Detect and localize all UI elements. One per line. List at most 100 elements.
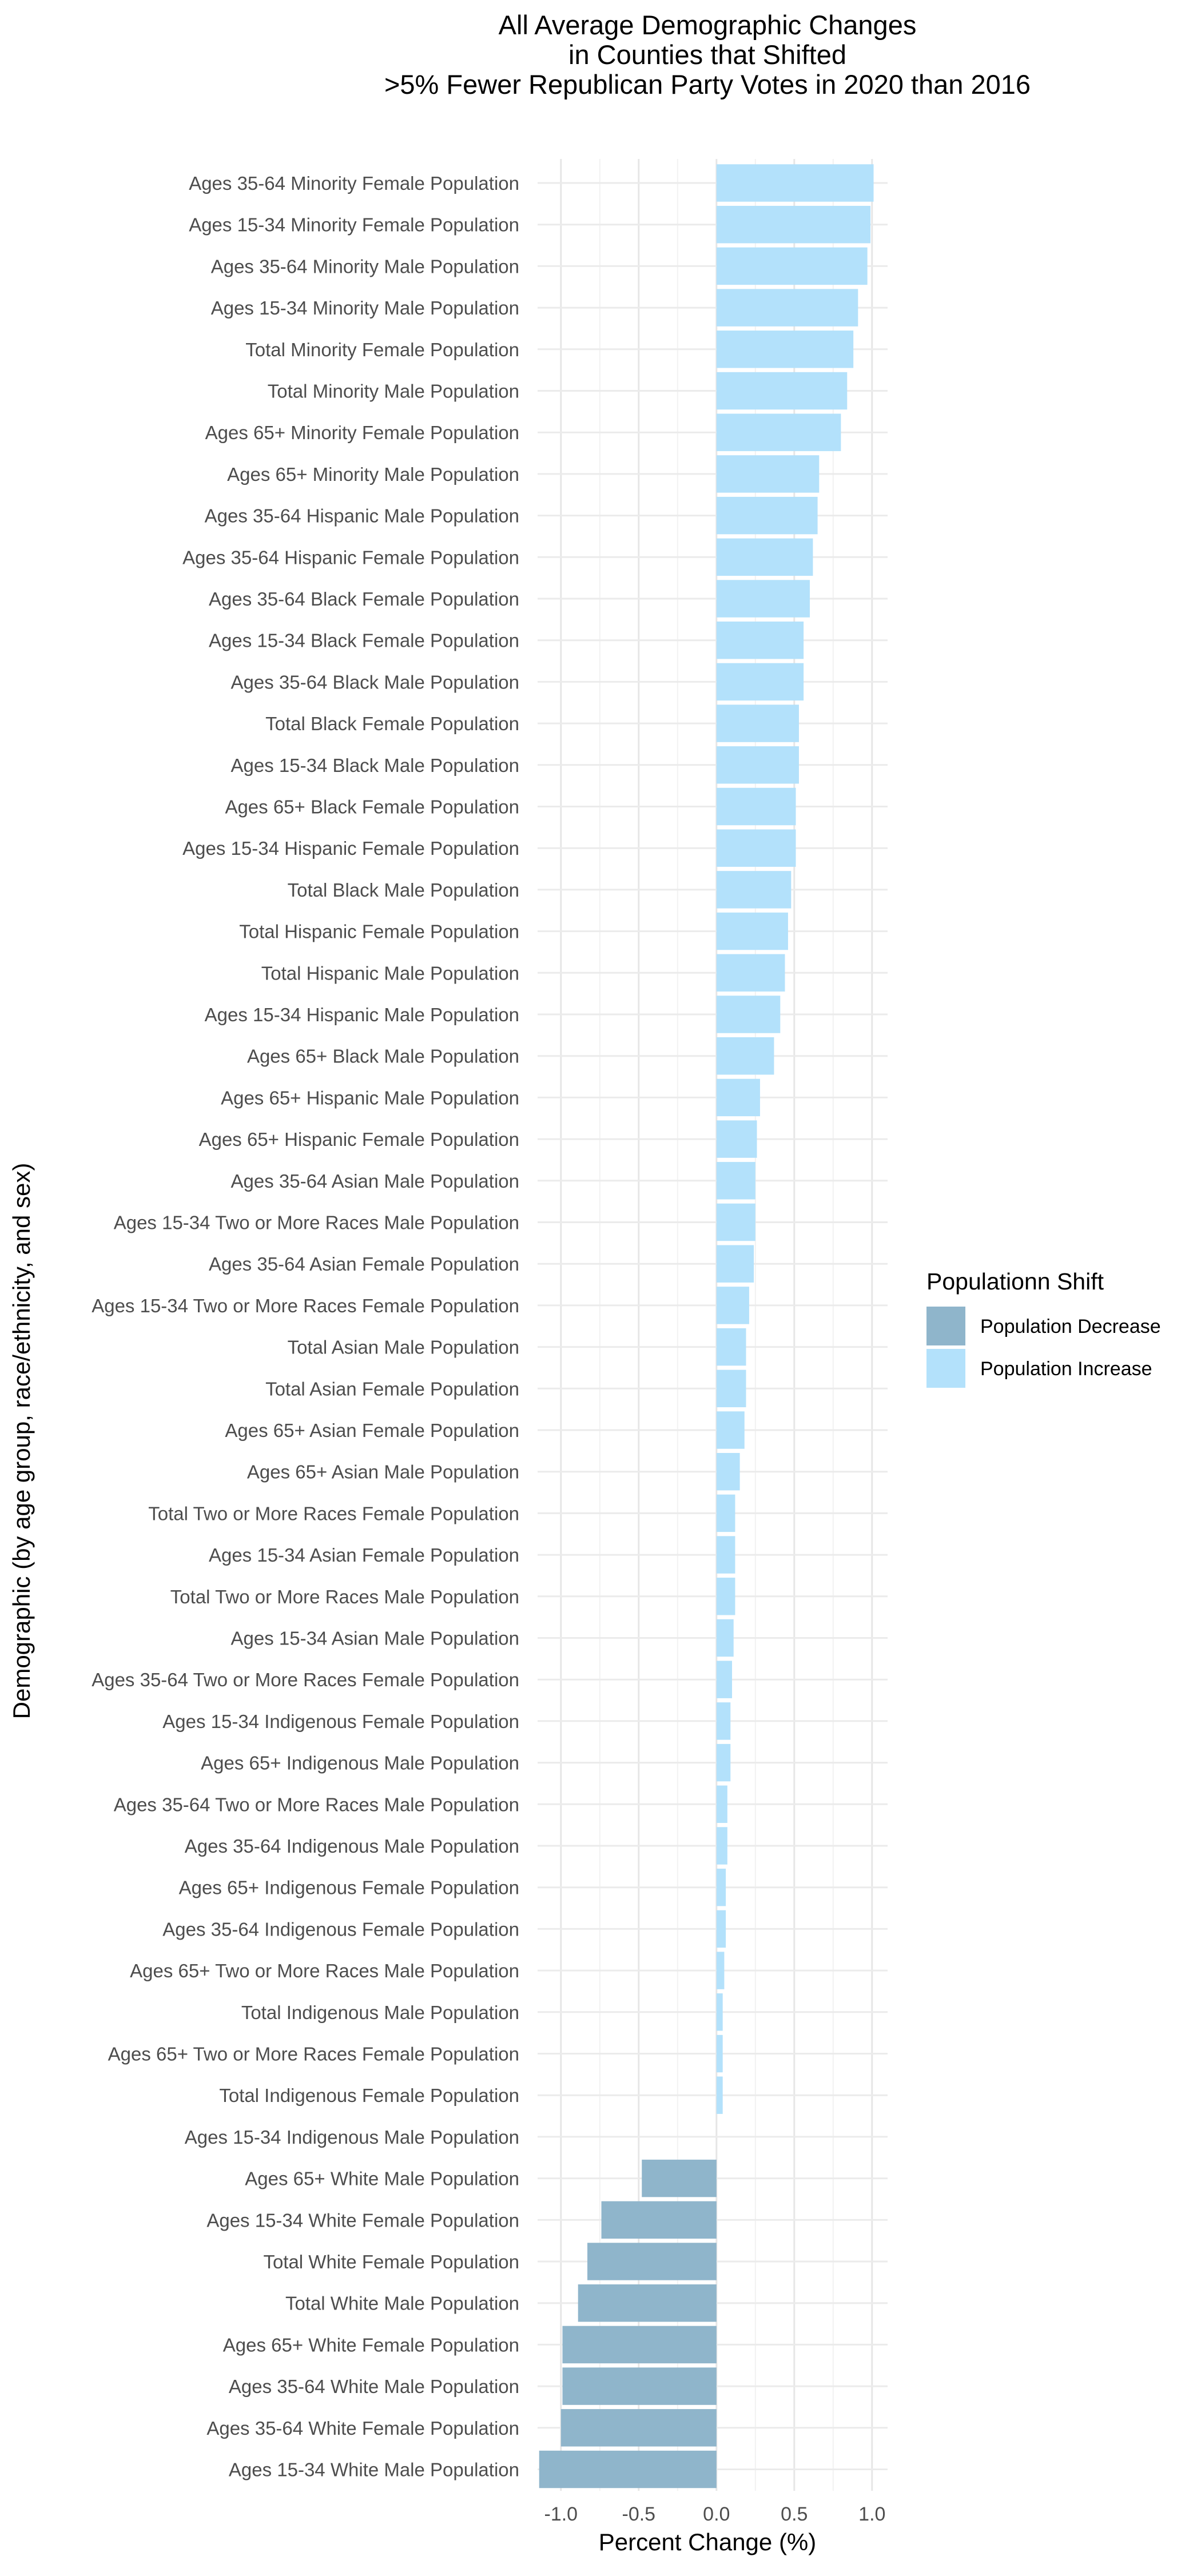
category-label: Total Two or More Races Male Population: [170, 1586, 519, 1607]
category-label: Ages 65+ Indigenous Male Population: [201, 1753, 519, 1774]
bar: [716, 1993, 723, 2031]
x-tick-label: 0.0: [703, 2503, 730, 2525]
category-label: Ages 65+ Minority Female Population: [205, 422, 519, 443]
category-label: Ages 35-64 Asian Female Population: [209, 1253, 519, 1275]
bar: [716, 1743, 731, 1782]
bar: [716, 829, 796, 867]
bar: [716, 1952, 725, 1989]
category-label: Total Black Female Population: [265, 713, 519, 734]
bar: [601, 2201, 717, 2239]
bar: [578, 2284, 717, 2322]
category-label: Total Indigenous Male Population: [241, 2002, 519, 2023]
bar: [560, 2409, 717, 2447]
bar: [716, 746, 799, 784]
category-label: Ages 35-64 White Female Population: [206, 2418, 519, 2439]
category-label: Ages 35-64 Two or More Races Male Popula…: [114, 1794, 519, 1815]
category-label: Ages 65+ Minority Male Population: [227, 464, 519, 485]
bar: [716, 1910, 726, 1948]
bar: [716, 871, 792, 909]
category-label: Ages 15-34 White Male Population: [229, 2459, 519, 2481]
category-label: Ages 65+ Two or More Races Female Popula…: [108, 2044, 519, 2065]
bar: [716, 2034, 723, 2073]
bar: [716, 372, 848, 410]
legend-title: Populationn Shift: [926, 1268, 1104, 1295]
bar: [716, 996, 781, 1033]
x-tick-label: -1.0: [544, 2503, 578, 2525]
y-axis-label: Demographic (by age group, race/ethnicit…: [8, 1163, 35, 1719]
category-label: Total Indigenous Female Population: [219, 2085, 519, 2106]
bar: [716, 1578, 735, 1615]
legend: Populationn Shift Population Decrease Pop…: [926, 1268, 1161, 1388]
plot-background: [538, 159, 888, 2491]
bar: [716, 2076, 723, 2114]
category-label: Ages 15-34 Black Female Population: [209, 630, 519, 651]
bar: [716, 621, 804, 659]
bar: [716, 455, 820, 493]
category-label: Ages 35-64 Indigenous Male Population: [185, 1836, 519, 1857]
legend-label: Population Decrease: [980, 1316, 1161, 1337]
category-label: Total Minority Male Population: [268, 381, 519, 402]
bar: [716, 1287, 749, 1324]
category-label: Ages 15-34 Minority Male Population: [211, 297, 519, 318]
category-label: Ages 65+ Indigenous Female Population: [179, 1877, 519, 1898]
category-label: Total White Female Population: [263, 2251, 519, 2272]
category-label: Ages 35-64 Minority Male Population: [211, 256, 519, 277]
category-label: Total Hispanic Female Population: [239, 921, 519, 942]
bar: [539, 2450, 717, 2489]
category-label: Total Minority Female Population: [245, 339, 519, 360]
bar: [716, 205, 871, 244]
category-label: Ages 35-64 Two or More Races Female Popu…: [92, 1669, 519, 1690]
bar: [716, 1661, 732, 1698]
bar: [716, 1120, 757, 1158]
bar: [716, 1328, 746, 1366]
legend-label: Population Increase: [980, 1358, 1152, 1380]
bar: [716, 954, 785, 992]
bar: [587, 2243, 717, 2280]
x-tick-label: 1.0: [858, 2503, 885, 2525]
bar: [716, 1785, 727, 1823]
category-label: Ages 35-64 Asian Male Population: [230, 1170, 519, 1192]
bar: [716, 1827, 727, 1865]
bar: [716, 912, 788, 950]
chart-title-line: >5% Fewer Republican Party Votes in 2020…: [384, 69, 1031, 99]
category-label: Ages 35-64 Indigenous Female Population: [162, 1918, 519, 1940]
bar: [716, 663, 804, 701]
bar: [716, 1078, 760, 1117]
category-label: Ages 15-34 Indigenous Male Population: [185, 2127, 519, 2148]
category-label: Ages 35-64 Black Male Population: [231, 671, 519, 692]
category-label: Ages 65+ Black Male Population: [247, 1046, 519, 1067]
category-label: Ages 15-34 Asian Female Population: [209, 1544, 519, 1566]
bar: [716, 1162, 755, 1200]
chart-title: All Average Demographic Changes in Counti…: [384, 10, 1031, 99]
category-label: Ages 15-34 Minority Female Population: [189, 214, 519, 236]
category-label: Ages 65+ White Male Population: [245, 2168, 519, 2189]
category-label: Ages 15-34 Two or More Races Female Popu…: [92, 1295, 519, 1316]
bar: [716, 580, 810, 618]
bar: [716, 1536, 735, 1574]
bar: [716, 1369, 746, 1408]
bar: [716, 1494, 735, 1532]
bar: [716, 1037, 774, 1075]
category-label: Ages 65+ White Female Population: [223, 2334, 519, 2355]
bar: [716, 1619, 734, 1657]
category-label: Total White Male Population: [285, 2293, 519, 2314]
category-label: Ages 65+ Asian Female Population: [225, 1420, 519, 1441]
category-label: Total Asian Male Population: [288, 1337, 519, 1358]
bar: [716, 1411, 745, 1449]
category-label: Ages 35-64 Hispanic Female Population: [182, 547, 519, 568]
bar: [562, 2326, 717, 2364]
category-label: Ages 65+ Black Female Population: [225, 797, 519, 818]
category-label: Ages 35-64 Black Female Population: [209, 588, 519, 610]
bar: [716, 496, 818, 535]
category-label: Total Two or More Races Female Populatio…: [148, 1503, 519, 1524]
category-label: Ages 65+ Asian Male Population: [247, 1462, 519, 1483]
bar: [716, 1868, 726, 1906]
category-label: Ages 65+ Two or More Races Male Populati…: [130, 1960, 519, 1981]
x-tick-label: 0.5: [781, 2503, 808, 2525]
category-label: Ages 15-34 Hispanic Female Population: [182, 838, 519, 859]
category-label: Total Hispanic Male Population: [261, 962, 519, 984]
category-label: Ages 15-34 Indigenous Female Population: [162, 1711, 519, 1732]
category-label: Ages 35-64 White Male Population: [229, 2376, 519, 2397]
category-label: Ages 35-64 Minority Female Population: [189, 173, 519, 194]
